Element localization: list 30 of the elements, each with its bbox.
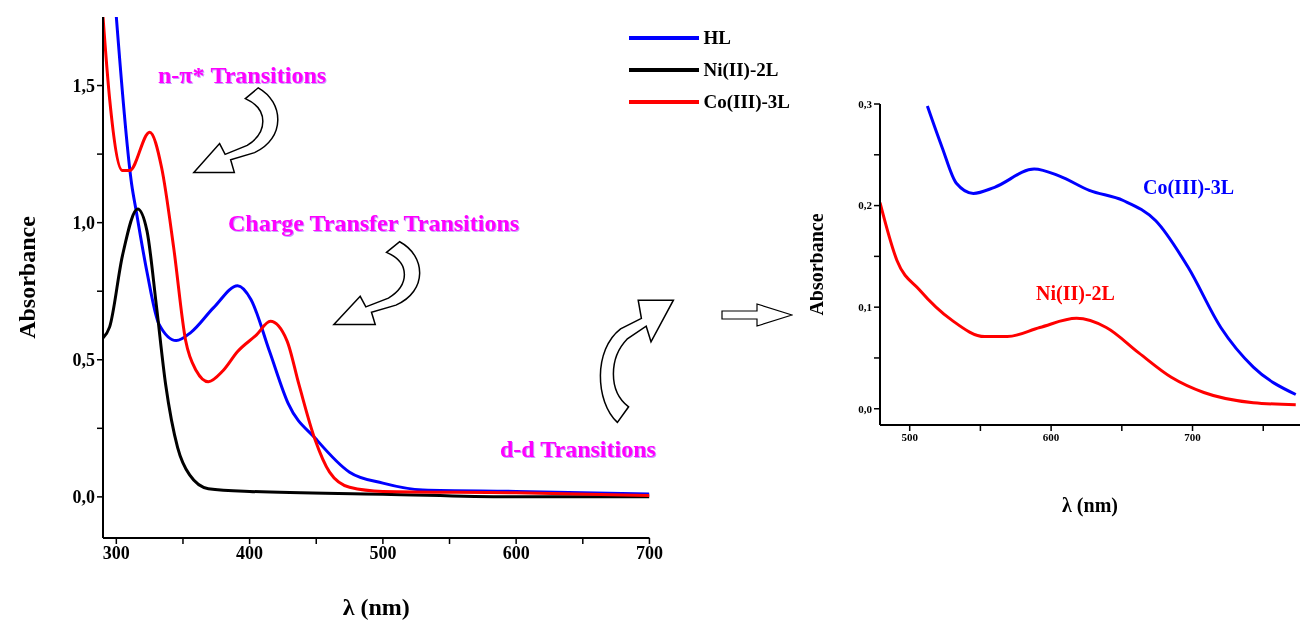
x-axis-title: λ (nm) — [1062, 494, 1118, 517]
x-tick-label: 500 — [369, 542, 397, 563]
series-label: Ni(II)-2L — [1036, 282, 1115, 305]
y-axis-title: Absorbance — [805, 213, 828, 316]
legend-label: HL — [703, 27, 731, 49]
annotation: Charge Transfer Transitions — [228, 210, 520, 237]
y-tick-label: 0,1 — [858, 301, 872, 314]
legend-label: Co(III)-3L — [703, 91, 790, 113]
series-label: Co(III)-3L — [1143, 176, 1235, 199]
y-tick-label: 0,5 — [72, 350, 95, 371]
x-tick-label: 400 — [236, 542, 264, 563]
x-tick-label: 300 — [102, 542, 130, 563]
x-tick-label: 700 — [1184, 430, 1202, 443]
y-tick-label: 1,0 — [72, 213, 95, 234]
line-series — [880, 201, 1298, 407]
y-tick-label: 0,2 — [858, 199, 873, 212]
x-axis-title: λ (nm) — [342, 594, 410, 620]
y-tick-label: 1,5 — [72, 75, 95, 96]
y-tick-label: 0,0 — [858, 402, 873, 415]
annotation: d-d Transitions — [500, 436, 656, 463]
y-tick-label: 0,3 — [858, 97, 873, 110]
y-tick-label: 0,0 — [72, 487, 95, 508]
line-series — [925, 104, 1298, 397]
x-tick-label: 600 — [1042, 430, 1060, 443]
y-axis-title: Absorbance — [13, 215, 40, 339]
x-tick-label: 700 — [635, 542, 663, 563]
x-tick-label: 600 — [502, 542, 530, 563]
annotation: n-π* Transitions — [158, 62, 327, 89]
x-tick-label: 500 — [901, 430, 919, 443]
legend-label: Ni(II)-2L — [703, 59, 779, 81]
